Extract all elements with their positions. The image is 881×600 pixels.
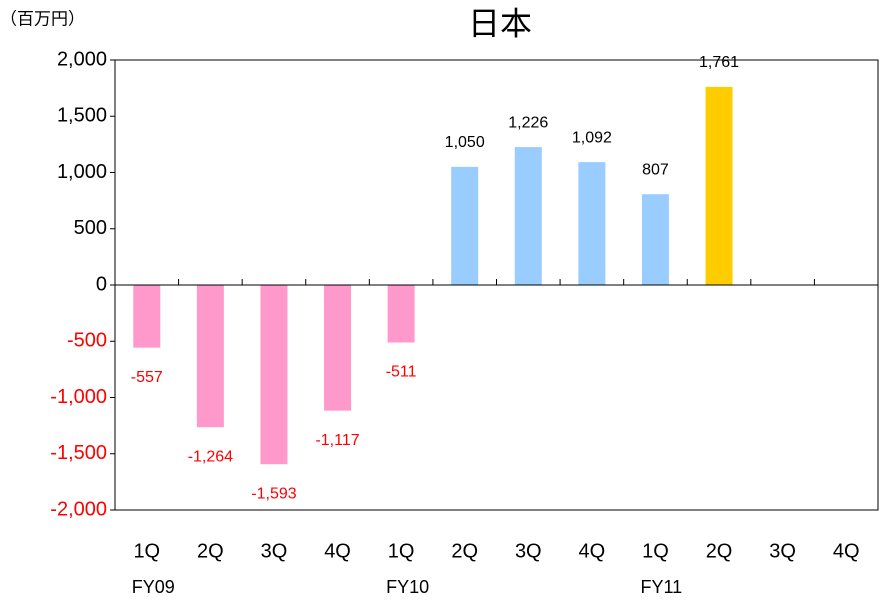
x-tick-label: 4Q bbox=[324, 540, 351, 562]
value-label: 1,092 bbox=[572, 129, 612, 146]
value-label: 1,226 bbox=[508, 114, 548, 131]
y-tick-label: 500 bbox=[74, 217, 107, 239]
bar bbox=[387, 285, 415, 343]
x-tick-label: 3Q bbox=[515, 540, 542, 562]
value-label: -1,264 bbox=[188, 448, 233, 465]
chart-title: 日本 bbox=[468, 5, 532, 41]
bar bbox=[133, 285, 161, 348]
x-tick-label: 2Q bbox=[451, 540, 478, 562]
value-label: 807 bbox=[642, 161, 669, 178]
group-label: FY10 bbox=[386, 577, 429, 597]
bar bbox=[451, 166, 479, 285]
y-tick-label: -2,000 bbox=[50, 498, 107, 520]
y-tick-label: 0 bbox=[96, 273, 107, 295]
value-label: 1,761 bbox=[699, 54, 739, 71]
group-label: FY09 bbox=[132, 577, 175, 597]
bar bbox=[641, 194, 669, 285]
value-label: -1,117 bbox=[315, 432, 359, 449]
bar bbox=[196, 285, 224, 428]
x-tick-label: 3Q bbox=[261, 540, 288, 562]
bar bbox=[705, 86, 733, 285]
bar bbox=[514, 147, 542, 285]
x-tick-label: 4Q bbox=[833, 540, 860, 562]
y-tick-label: -1,500 bbox=[50, 442, 107, 464]
x-tick-label: 1Q bbox=[388, 540, 415, 562]
x-tick-label: 4Q bbox=[579, 540, 606, 562]
y-tick-label: 2,000 bbox=[57, 48, 107, 70]
x-tick-label: 3Q bbox=[769, 540, 796, 562]
y-tick-label: -500 bbox=[67, 330, 107, 352]
x-tick-label: 2Q bbox=[197, 540, 224, 562]
value-label: -557 bbox=[131, 369, 163, 386]
x-tick-label: 1Q bbox=[642, 540, 669, 562]
bar bbox=[578, 162, 606, 285]
y-tick-label: 1,500 bbox=[57, 105, 107, 127]
value-label: -511 bbox=[386, 364, 417, 381]
x-tick-label: 1Q bbox=[133, 540, 160, 562]
value-label: 1,050 bbox=[445, 134, 485, 151]
y-tick-label: 1,000 bbox=[57, 161, 107, 183]
bar bbox=[324, 285, 352, 411]
y-tick-label: -1,000 bbox=[50, 386, 107, 408]
unit-label: （百万円） bbox=[0, 9, 85, 28]
value-label: -1,593 bbox=[251, 485, 296, 502]
x-tick-label: 2Q bbox=[706, 540, 733, 562]
bar bbox=[260, 285, 288, 465]
group-label: FY11 bbox=[640, 577, 682, 597]
